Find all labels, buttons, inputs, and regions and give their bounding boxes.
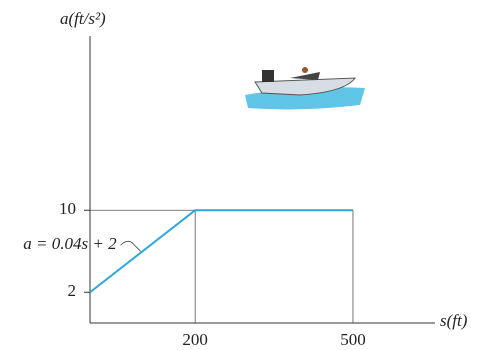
y-tick-label: 10 xyxy=(59,199,76,218)
y-axis-label: a(ft/s²) xyxy=(60,9,106,28)
data-line xyxy=(89,209,353,294)
annotation-leader xyxy=(120,240,141,252)
x-tick-label: 200 xyxy=(182,330,208,349)
annotation: a = 0.04s + 2 xyxy=(23,234,117,253)
y-tick-label: 2 xyxy=(68,281,77,300)
boat-illustration xyxy=(245,67,365,110)
x-tick-label: 500 xyxy=(340,330,366,349)
x-axis-label: s(ft) xyxy=(440,311,468,330)
